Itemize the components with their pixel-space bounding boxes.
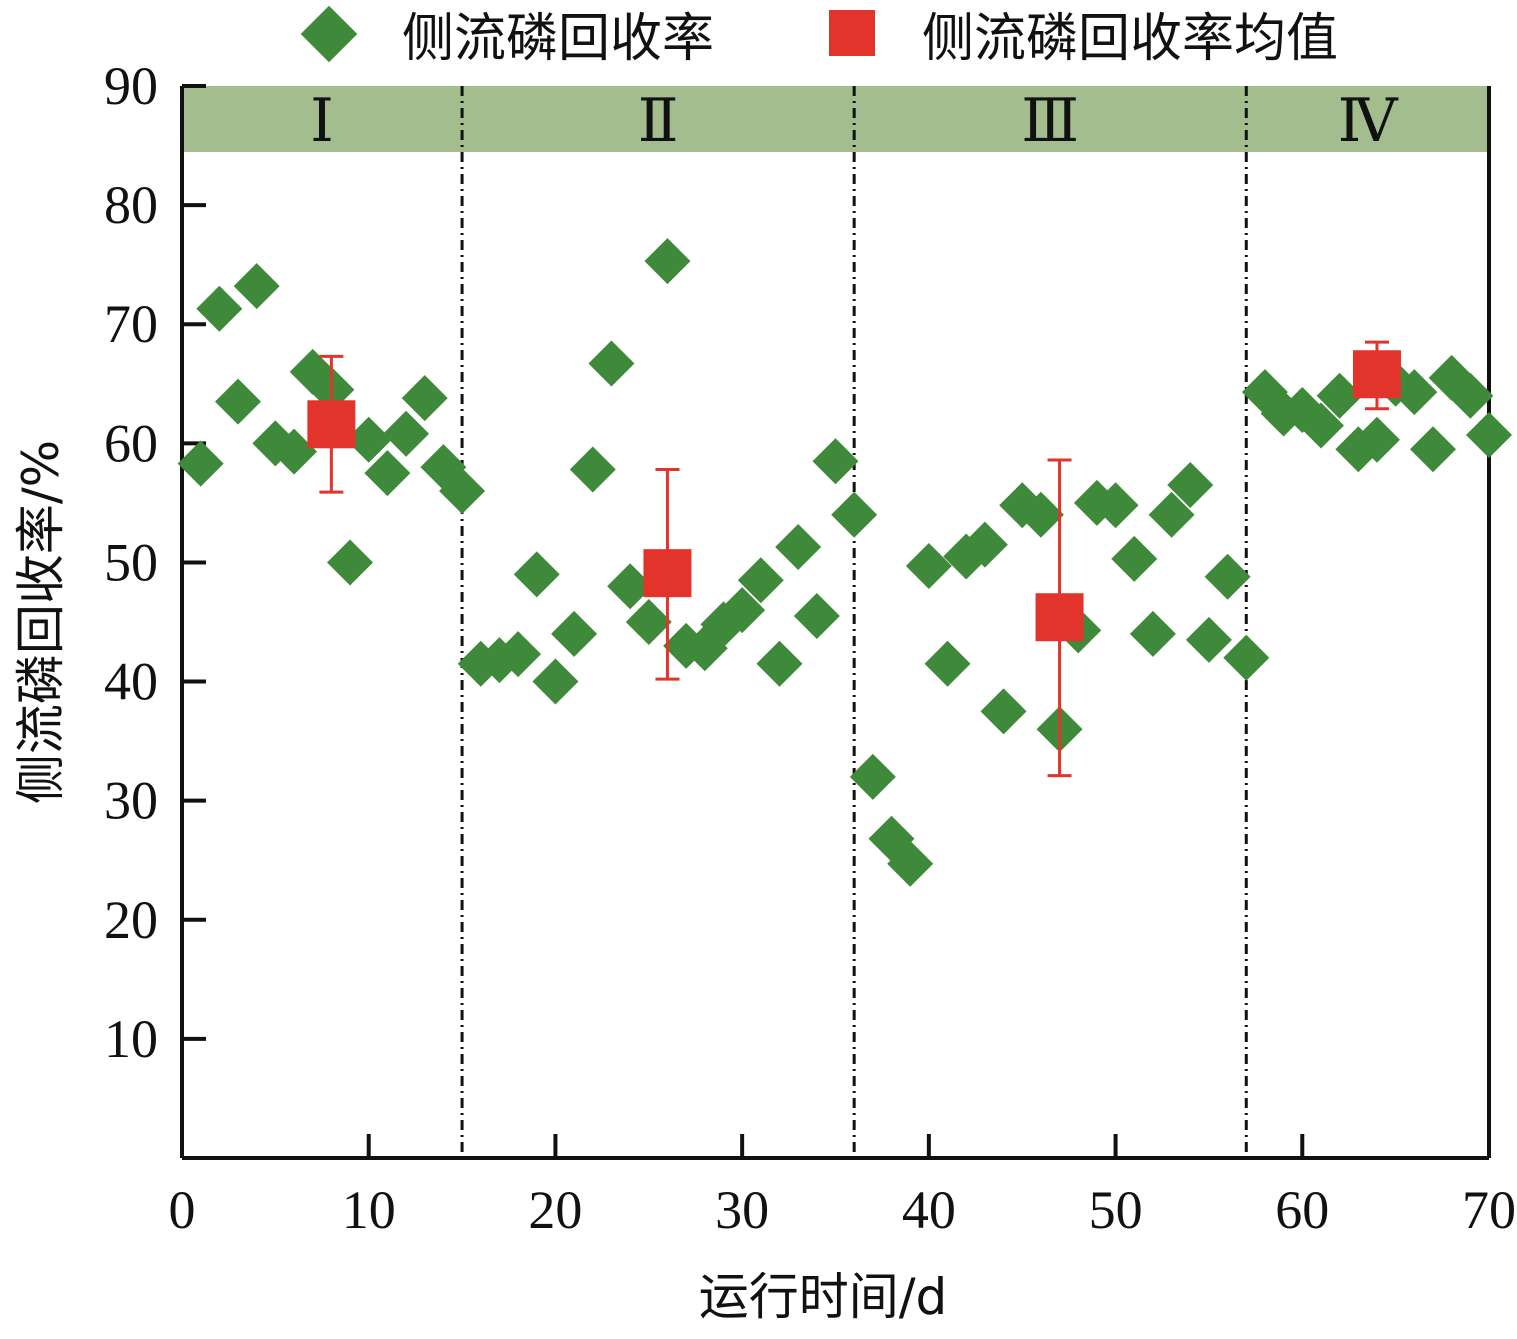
- phase-label: Ⅲ: [1021, 88, 1079, 154]
- data-point: [439, 467, 486, 514]
- data-point: [476, 637, 523, 684]
- data-point: [719, 587, 766, 634]
- phase-label: Ⅰ: [310, 88, 334, 154]
- legend: 侧流磷回收率 侧流磷回收率均值: [300, 5, 1338, 69]
- data-point: [569, 446, 616, 493]
- data-point: [532, 658, 579, 705]
- data-point: [233, 263, 280, 310]
- mean-point: [307, 400, 356, 449]
- x-tick-label: 40: [902, 1180, 956, 1240]
- data-point: [1297, 402, 1344, 449]
- data-point: [1129, 610, 1176, 657]
- x-tick-label: 30: [715, 1180, 769, 1240]
- legend-label-points: 侧流磷回收率: [402, 9, 714, 69]
- plot-area: Ⅰ Ⅱ Ⅲ Ⅳ 0 10 20 30 40 50 60 70 10 20 30 40 50 60 70 80 90: [104, 56, 1516, 1240]
- data-point: [1167, 462, 1214, 509]
- data-point: [1111, 535, 1158, 582]
- legend-square-marker: [829, 10, 875, 56]
- mean-point: [643, 549, 692, 598]
- data-point: [756, 640, 803, 687]
- data-point: [513, 551, 560, 598]
- y-tick-label: 20: [104, 890, 158, 950]
- data-point: [327, 539, 374, 586]
- y-tick-label: 60: [104, 413, 158, 473]
- data-point: [588, 340, 635, 387]
- y-tick-label: 90: [104, 56, 158, 116]
- y-axis-title: 侧流磷回收率/%: [12, 440, 70, 804]
- data-point: [345, 416, 392, 463]
- mean-point: [1035, 593, 1084, 642]
- x-tick-label: 60: [1275, 1180, 1329, 1240]
- x-tick-label: 0: [169, 1180, 196, 1240]
- data-point: [775, 523, 822, 570]
- data-point: [887, 840, 934, 887]
- data-point: [1466, 411, 1512, 458]
- legend-diamond-marker: [300, 5, 358, 63]
- data-point: [831, 491, 878, 538]
- data-point: [383, 410, 430, 457]
- legend-label-mean: 侧流磷回收率均值: [922, 9, 1338, 69]
- data-point: [644, 238, 691, 285]
- x-tick-label: 10: [342, 1180, 396, 1240]
- x-tick-label: 50: [1089, 1180, 1143, 1240]
- data-point: [961, 521, 1008, 568]
- data-point: [495, 631, 542, 678]
- y-tick-label: 80: [104, 175, 158, 235]
- x-tick-label: 70: [1462, 1180, 1516, 1240]
- data-point: [215, 378, 262, 425]
- data-point: [1447, 372, 1494, 419]
- data-point: [364, 450, 411, 497]
- data-point: [1204, 553, 1251, 600]
- phase-label: Ⅱ: [638, 88, 679, 154]
- y-tick-label: 70: [104, 294, 158, 354]
- y-tick-label: 10: [104, 1009, 158, 1069]
- data-point: [1391, 369, 1438, 416]
- data-point: [607, 563, 654, 610]
- data-point: [980, 688, 1027, 735]
- data-point: [271, 428, 318, 475]
- data-point: [812, 438, 859, 485]
- data-point: [196, 285, 243, 332]
- x-axis-title: 运行时间/d: [699, 1268, 948, 1326]
- data-point: [177, 440, 224, 487]
- data-point: [924, 640, 971, 687]
- data-point: [1092, 482, 1139, 529]
- data-point: [1316, 372, 1363, 419]
- data-point: [625, 599, 672, 645]
- y-tick-label: 40: [104, 652, 158, 712]
- x-tick-label: 20: [528, 1180, 582, 1240]
- data-point: [1353, 416, 1400, 463]
- data-point: [905, 543, 952, 590]
- data-point: [1409, 426, 1456, 473]
- data-point: [737, 557, 784, 604]
- data-point: [793, 593, 840, 640]
- y-tick-label: 30: [104, 771, 158, 831]
- data-point: [1185, 616, 1232, 663]
- phase-band: [182, 86, 1489, 152]
- data-point: [1223, 634, 1270, 681]
- phase-label: Ⅳ: [1338, 88, 1399, 154]
- data-point: [551, 610, 598, 657]
- y-tick-label: 50: [104, 532, 158, 592]
- data-point: [1148, 491, 1195, 538]
- mean-point: [1352, 350, 1401, 399]
- data-point: [849, 753, 896, 800]
- data-point: [401, 375, 448, 422]
- data-point: [1017, 491, 1064, 538]
